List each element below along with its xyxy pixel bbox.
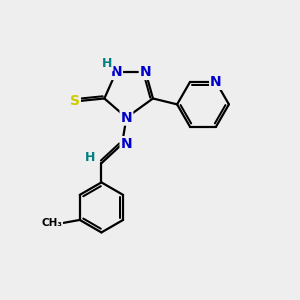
Text: N: N xyxy=(121,111,132,124)
Text: H: H xyxy=(85,151,95,164)
Text: N: N xyxy=(140,65,152,79)
Text: N: N xyxy=(210,75,222,89)
Text: H: H xyxy=(102,57,112,70)
Text: N: N xyxy=(110,65,122,79)
Text: S: S xyxy=(70,94,80,108)
Text: CH₃: CH₃ xyxy=(41,218,62,228)
Text: N: N xyxy=(121,137,132,151)
